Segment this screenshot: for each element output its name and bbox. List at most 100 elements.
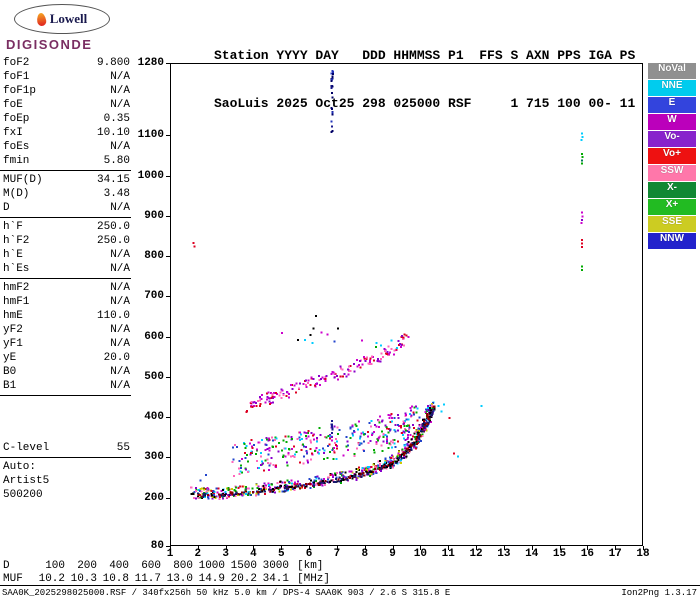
param-hf: h`F 250.0 [3,221,130,233]
height-tick-mark [166,63,170,64]
param-separator [0,170,131,171]
param-b1: B1 N/A [3,380,130,392]
legend-nne: NNE [648,80,696,96]
param-fof2: foF2 9.800 [3,57,130,69]
param-group: hmF2 N/A hmF1 N/A hmE 110.0 yF2 N/A yF1 N/A yE 20.0… [3,281,130,393]
frequency-tick-mark [309,546,311,550]
legend-e: E [648,97,696,113]
logo-oval: Lowell [14,4,110,34]
frequency-tick-label: 9 [389,548,396,560]
frequency-tick-label: 6 [305,548,313,560]
frequency-tick-mark [420,546,422,550]
height-tick-label: 600 [144,330,164,343]
height-tick-label: 500 [144,370,164,383]
legend-noval: NoVal [648,63,696,79]
param-fxi: fxI 10.10 [3,127,130,139]
footer-row-muf: MUF 10.2 10.3 10.8 11.7 13.0 14.9 20.2 34.1 [MHz] [3,572,331,585]
height-tick-mark [166,376,170,378]
legend-nnw: NNW [648,233,696,249]
param-fof1p: foF1p N/A [3,85,130,97]
frequency-tick-label: 4 [250,548,257,560]
legend-x: X+ [648,199,696,215]
height-tick-label: 900 [144,209,164,222]
ionogram-plot-area [170,63,643,546]
height-tick-mark [166,135,170,137]
legend-vo: Vo+ [648,148,696,164]
frequency-tick-label: 3 [222,548,229,560]
height-tick-mark [166,336,170,338]
frequency-tick-label: 18 [636,548,650,560]
param-foep: foEp 0.35 [3,113,130,125]
param-yf1: yF1 N/A [3,338,130,350]
header-field-names: Station YYYY DAY DDD HHMMSS P1 FFS S AXN… [214,48,636,63]
frequency-tick-mark [615,546,617,550]
param-group: foF2 9.800 foF1 N/A foF1p N/A foE N/A foEp 0.35 fx… [3,56,130,168]
height-tick-label: 1280 [137,57,164,69]
frequency-tick-mark [448,546,450,550]
frequency-tick-label: 13 [497,548,511,560]
height-tick-label: 1100 [137,129,164,142]
param-group: C-level 55 [3,441,130,455]
param-foe: foE N/A [3,99,130,111]
height-tick-mark [166,256,170,258]
status-file-info: SAA0K_2025298025000.RSF / 340fx256h 50 k… [2,588,451,598]
frequency-tick-label: 2 [194,548,202,560]
param-group: h`F 250.0 h`F2 250.0 h`E N/A h`Es N/A [3,220,130,276]
frequency-tick-mark [253,546,255,550]
height-tick-mark [166,417,170,419]
lowell-digisonde-logo: Lowell DIGISONDE [6,4,118,52]
frequency-tick-mark [392,546,394,550]
param-hmf2: hmF2 N/A [3,282,130,294]
frequency-tick-label: 17 [608,548,622,560]
frequency-tick-label: 14 [525,548,539,560]
height-tick-mark [166,457,170,459]
frequency-tick-label: 15 [552,548,567,560]
param-hme: hmE 110.0 [3,310,130,322]
frequency-tick-mark [587,546,589,550]
status-bar: SAA0K_2025298025000.RSF / 340fx256h 50 k… [0,585,700,600]
frequency-tick-mark [364,546,366,550]
param-separator [0,395,131,396]
param-mufd: MUF(D) 34.15 [3,174,130,186]
param-he: h`E N/A [3,249,130,261]
param-d: D N/A [3,202,130,214]
param-group: MUF(D) 34.15 M(D) 3.48 D N/A [3,173,130,215]
param-clevel: C-level 55 [3,442,130,454]
frequency-tick-mark [503,546,505,550]
frequency-tick-mark [336,546,338,550]
legend-vo: Vo- [648,131,696,147]
legend-sse: SSE [648,216,696,232]
legend-ssw: SSW [648,165,696,181]
frequency-tick-mark [225,546,227,550]
frequency-tick-mark [643,546,644,550]
param-fmin: fmin 5.80 [3,155,130,167]
header-field-values: SaoLuis 2025 Oct25 298 025000 RSF 1 715 … [214,96,636,111]
height-tick-label: 700 [144,290,164,303]
frequency-tick-label: 10 [413,548,427,560]
frequency-tick-label: 1 [166,548,174,560]
frequency-tick-mark [281,546,283,550]
height-tick-label: 1000 [137,169,164,182]
frequency-tick-label: 12 [469,548,483,560]
height-tick-mark [166,296,170,298]
frequency-tick-mark [476,546,478,550]
frequency-tick-label: 8 [361,548,369,560]
param-group: Auto: Artist5 500200 [3,460,130,502]
frequency-tick-mark [170,546,171,550]
param-artist5: Artist5 [3,475,50,487]
param-hmf1: hmF1 N/A [3,296,130,308]
param-ye: yE 20.0 [3,352,130,364]
footer-row-d: D 100 200 400 600 800 1000 1500 3000 [km] [3,560,324,572]
height-tick-mark [166,215,170,217]
frequency-tick-label: 5 [277,548,285,560]
param-hes: h`Es N/A [3,263,130,275]
height-tick-label: 200 [144,491,164,504]
legend-x: X- [648,182,696,198]
param-separator [0,217,131,218]
logo-digisonde-text: DIGISONDE [6,37,93,52]
param-yf2: yF2 N/A [3,324,130,336]
status-program-version: Ion2Png 1.3.17 [621,588,697,598]
param-separator [0,457,131,458]
plot-border [170,63,643,546]
frequency-tick-mark [197,546,199,550]
